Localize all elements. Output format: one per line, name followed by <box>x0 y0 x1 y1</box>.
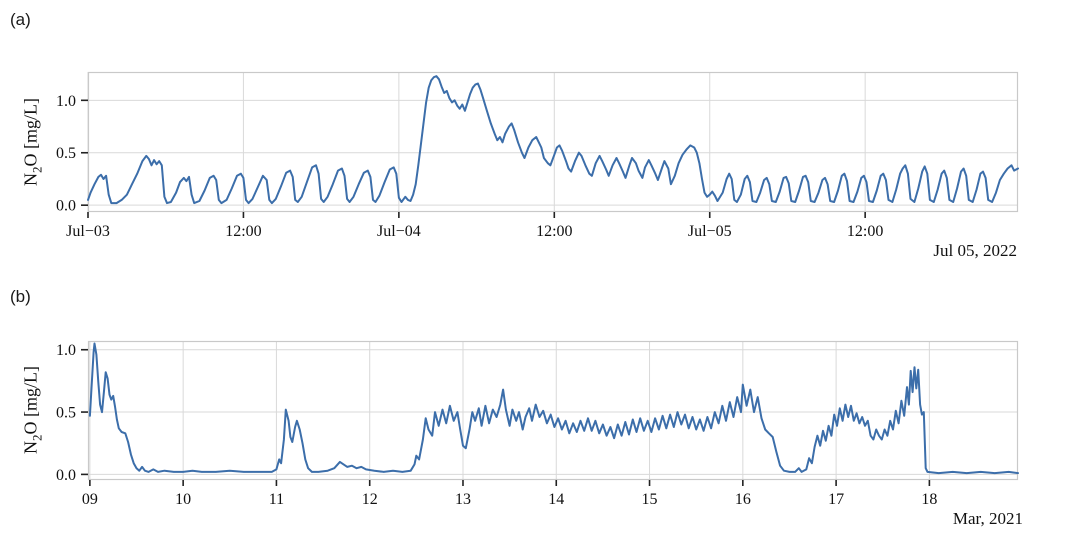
x-tick-label: Jul−03 <box>66 223 110 240</box>
x-tick-label: 09 <box>82 491 98 508</box>
x-tick-label: 18 <box>921 491 937 508</box>
ylabel-b-sub: 2 <box>29 434 45 441</box>
panel-a-y-axis-label: N2O [mg/L] <box>21 98 46 186</box>
x-tick-label: 16 <box>735 491 751 508</box>
x-tick-label: 14 <box>548 491 564 508</box>
y-tick-label: 0.0 <box>56 467 76 484</box>
n2o-series-line <box>88 342 1019 475</box>
x-tick-label: 10 <box>175 491 191 508</box>
x-tick-label: 11 <box>269 491 284 508</box>
x-tick-label: Jul−05 <box>688 223 732 240</box>
panel-b-date-label: Mar, 2021 <box>952 509 1023 528</box>
panel-b-label: (b) <box>10 287 31 306</box>
y-tick-label: 1.0 <box>56 93 76 110</box>
x-tick-label: 13 <box>455 491 471 508</box>
ylabel-b-post: O [mg/L] <box>20 366 41 435</box>
panel-a-chart: Jul−03 12:00 Jul−04 12:00 Jul−05 12:00 0.0 0.5 1… <box>56 71 1019 240</box>
plot-border <box>87 340 1019 481</box>
y-tick-label: 1.0 <box>56 342 76 359</box>
panel-a-label: (a) <box>10 10 31 29</box>
n2o-series-line <box>87 75 1019 205</box>
x-tick-label: 15 <box>642 491 658 508</box>
ylabel-a-sub: 2 <box>29 166 45 173</box>
y-tick-label: 0.0 <box>56 198 76 215</box>
x-tick-label: 12:00 <box>225 223 261 240</box>
x-tick-label: Jul−04 <box>377 223 421 240</box>
y-tick-label: 0.5 <box>56 145 76 162</box>
ylabel-a-post: O [mg/L] <box>20 98 41 167</box>
panel-b-y-axis-label: N2O [mg/L] <box>21 366 46 454</box>
panel-b-chart: 09 10 11 12 13 14 15 16 17 18 0.0 0.5 1.0 <box>56 340 1019 508</box>
ylabel-b-pre: N <box>20 440 41 454</box>
x-tick-label: 17 <box>828 491 844 508</box>
x-tick-label: 12 <box>362 491 378 508</box>
x-tick-label: 12:00 <box>847 223 883 240</box>
y-tick-label: 0.5 <box>56 405 76 422</box>
x-tick-label: 12:00 <box>536 223 572 240</box>
panel-a-date-label: Jul 05, 2022 <box>933 241 1017 260</box>
ylabel-a-pre: N <box>20 172 41 186</box>
plot-border <box>87 71 1019 213</box>
